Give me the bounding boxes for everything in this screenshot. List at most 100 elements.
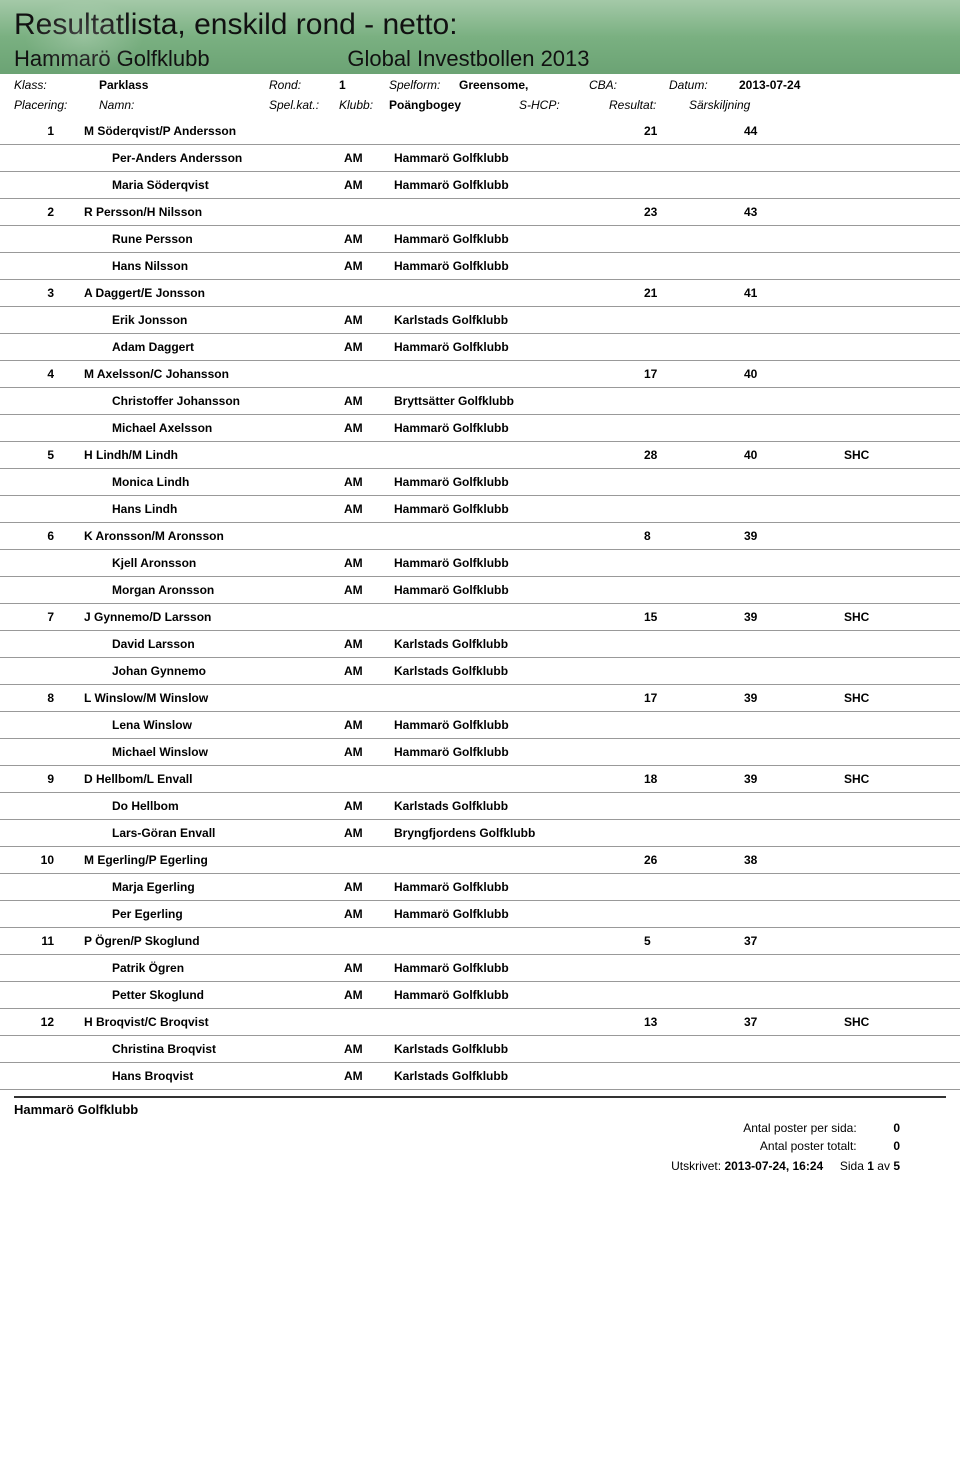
- player-name: Hans Lindh: [84, 502, 344, 516]
- shcp: 26: [644, 853, 744, 867]
- player-category: AM: [344, 502, 394, 516]
- player-club: Hammarö Golfklubb: [394, 745, 644, 759]
- position: 5: [14, 448, 84, 462]
- cba-label: CBA:: [589, 78, 669, 92]
- player-club: Hammarö Golfklubb: [394, 961, 644, 975]
- player-category: AM: [344, 421, 394, 435]
- player-club: Hammarö Golfklubb: [394, 259, 644, 273]
- page-title: Resultatlista, enskild rond - netto:: [14, 8, 946, 42]
- result: 39: [744, 772, 844, 786]
- table-row-team: 12H Broqvist/C Broqvist1337SHC: [0, 1009, 960, 1036]
- result: 39: [744, 529, 844, 543]
- table-row-team: 2R Persson/H Nilsson2343: [0, 199, 960, 226]
- player-name: Do Hellbom: [84, 799, 344, 813]
- player-name: Hans Nilsson: [84, 259, 344, 273]
- shcp: 23: [644, 205, 744, 219]
- placering-label: Placering:: [14, 98, 99, 112]
- player-name: Hans Broqvist: [84, 1069, 344, 1083]
- player-category: AM: [344, 151, 394, 165]
- player-club: Karlstads Golfklubb: [394, 664, 644, 678]
- shcp: 21: [644, 286, 744, 300]
- result: 43: [744, 205, 844, 219]
- resultat-label: Resultat:: [609, 98, 689, 112]
- team-name: M Söderqvist/P Andersson: [84, 124, 344, 138]
- table-row-player: Christina BroqvistAMKarlstads Golfklubb: [0, 1036, 960, 1063]
- position: 6: [14, 529, 84, 543]
- position: 9: [14, 772, 84, 786]
- player-category: AM: [344, 880, 394, 894]
- table-row-team: 1M Söderqvist/P Andersson2144: [0, 118, 960, 145]
- sarsk-label: Särskiljning: [689, 98, 779, 112]
- datum-value: 2013-07-24: [739, 78, 859, 92]
- player-club: Karlstads Golfklubb: [394, 1042, 644, 1056]
- spelform-label: Spelform:: [389, 78, 459, 92]
- shcp: 5: [644, 934, 744, 948]
- competition-name: Global Investbollen 2013: [347, 46, 589, 71]
- player-category: AM: [344, 961, 394, 975]
- table-row-player: Per-Anders AnderssonAMHammarö Golfklubb: [0, 145, 960, 172]
- table-row-player: David LarssonAMKarlstads Golfklubb: [0, 631, 960, 658]
- tiebreak: SHC: [844, 610, 924, 624]
- position: 8: [14, 691, 84, 705]
- player-category: AM: [344, 799, 394, 813]
- team-name: H Lindh/M Lindh: [84, 448, 344, 462]
- player-club: Hammarö Golfklubb: [394, 583, 644, 597]
- table-row-player: Michael AxelssonAMHammarö Golfklubb: [0, 415, 960, 442]
- meta-row-1: Klass: Parklass Rond: 1 Spelform: Greens…: [0, 74, 960, 96]
- player-name: Christina Broqvist: [84, 1042, 344, 1056]
- player-category: AM: [344, 718, 394, 732]
- table-row-player: Patrik ÖgrenAMHammarö Golfklubb: [0, 955, 960, 982]
- player-name: Kjell Aronsson: [84, 556, 344, 570]
- player-category: AM: [344, 1042, 394, 1056]
- player-name: Erik Jonsson: [84, 313, 344, 327]
- player-name: Per Egerling: [84, 907, 344, 921]
- tiebreak: SHC: [844, 448, 924, 462]
- player-name: Patrik Ögren: [84, 961, 344, 975]
- player-club: Bryngfjordens Golfklubb: [394, 826, 644, 840]
- table-row-team: 8L Winslow/M Winslow1739SHC: [0, 685, 960, 712]
- rond-value: 1: [339, 78, 389, 92]
- player-category: AM: [344, 259, 394, 273]
- team-name: A Daggert/E Jonsson: [84, 286, 344, 300]
- table-row-team: 6K Aronsson/M Aronsson839: [0, 523, 960, 550]
- player-category: AM: [344, 988, 394, 1002]
- team-name: K Aronsson/M Aronsson: [84, 529, 344, 543]
- player-category: AM: [344, 394, 394, 408]
- table-row-player: Rune PerssonAMHammarö Golfklubb: [0, 226, 960, 253]
- player-name: Morgan Aronsson: [84, 583, 344, 597]
- player-name: Rune Persson: [84, 232, 344, 246]
- spelkat-label: Spel.kat.:: [269, 98, 339, 112]
- report-header: Resultatlista, enskild rond - netto: Ham…: [0, 0, 960, 74]
- player-club: Hammarö Golfklubb: [394, 988, 644, 1002]
- club-name: Hammarö Golfklubb: [14, 46, 344, 72]
- tiebreak: SHC: [844, 691, 924, 705]
- player-club: Karlstads Golfklubb: [394, 1069, 644, 1083]
- player-category: AM: [344, 178, 394, 192]
- result: 38: [744, 853, 844, 867]
- player-name: Monica Lindh: [84, 475, 344, 489]
- result: 37: [744, 934, 844, 948]
- player-club: Hammarö Golfklubb: [394, 178, 644, 192]
- position: 2: [14, 205, 84, 219]
- player-name: Petter Skoglund: [84, 988, 344, 1002]
- table-row-team: 9D Hellbom/L Envall1839SHC: [0, 766, 960, 793]
- player-club: Hammarö Golfklubb: [394, 907, 644, 921]
- position: 1: [14, 124, 84, 138]
- player-category: AM: [344, 475, 394, 489]
- player-category: AM: [344, 232, 394, 246]
- position: 12: [14, 1015, 84, 1029]
- table-row-team: 7J Gynnemo/D Larsson1539SHC: [0, 604, 960, 631]
- tiebreak: SHC: [844, 1015, 924, 1029]
- team-name: H Broqvist/C Broqvist: [84, 1015, 344, 1029]
- player-club: Karlstads Golfklubb: [394, 637, 644, 651]
- shcp: 17: [644, 367, 744, 381]
- player-name: Michael Axelsson: [84, 421, 344, 435]
- position: 10: [14, 853, 84, 867]
- meta-row-2: Placering: Namn: Spel.kat.: Klubb: Poäng…: [0, 96, 960, 118]
- sida-label: Sida: [840, 1159, 864, 1173]
- table-row-player: Hans LindhAMHammarö Golfklubb: [0, 496, 960, 523]
- sida-av: av: [877, 1159, 890, 1173]
- footer-club: Hammarö Golfklubb: [0, 1102, 960, 1119]
- player-club: Hammarö Golfklubb: [394, 502, 644, 516]
- team-name: M Axelsson/C Johansson: [84, 367, 344, 381]
